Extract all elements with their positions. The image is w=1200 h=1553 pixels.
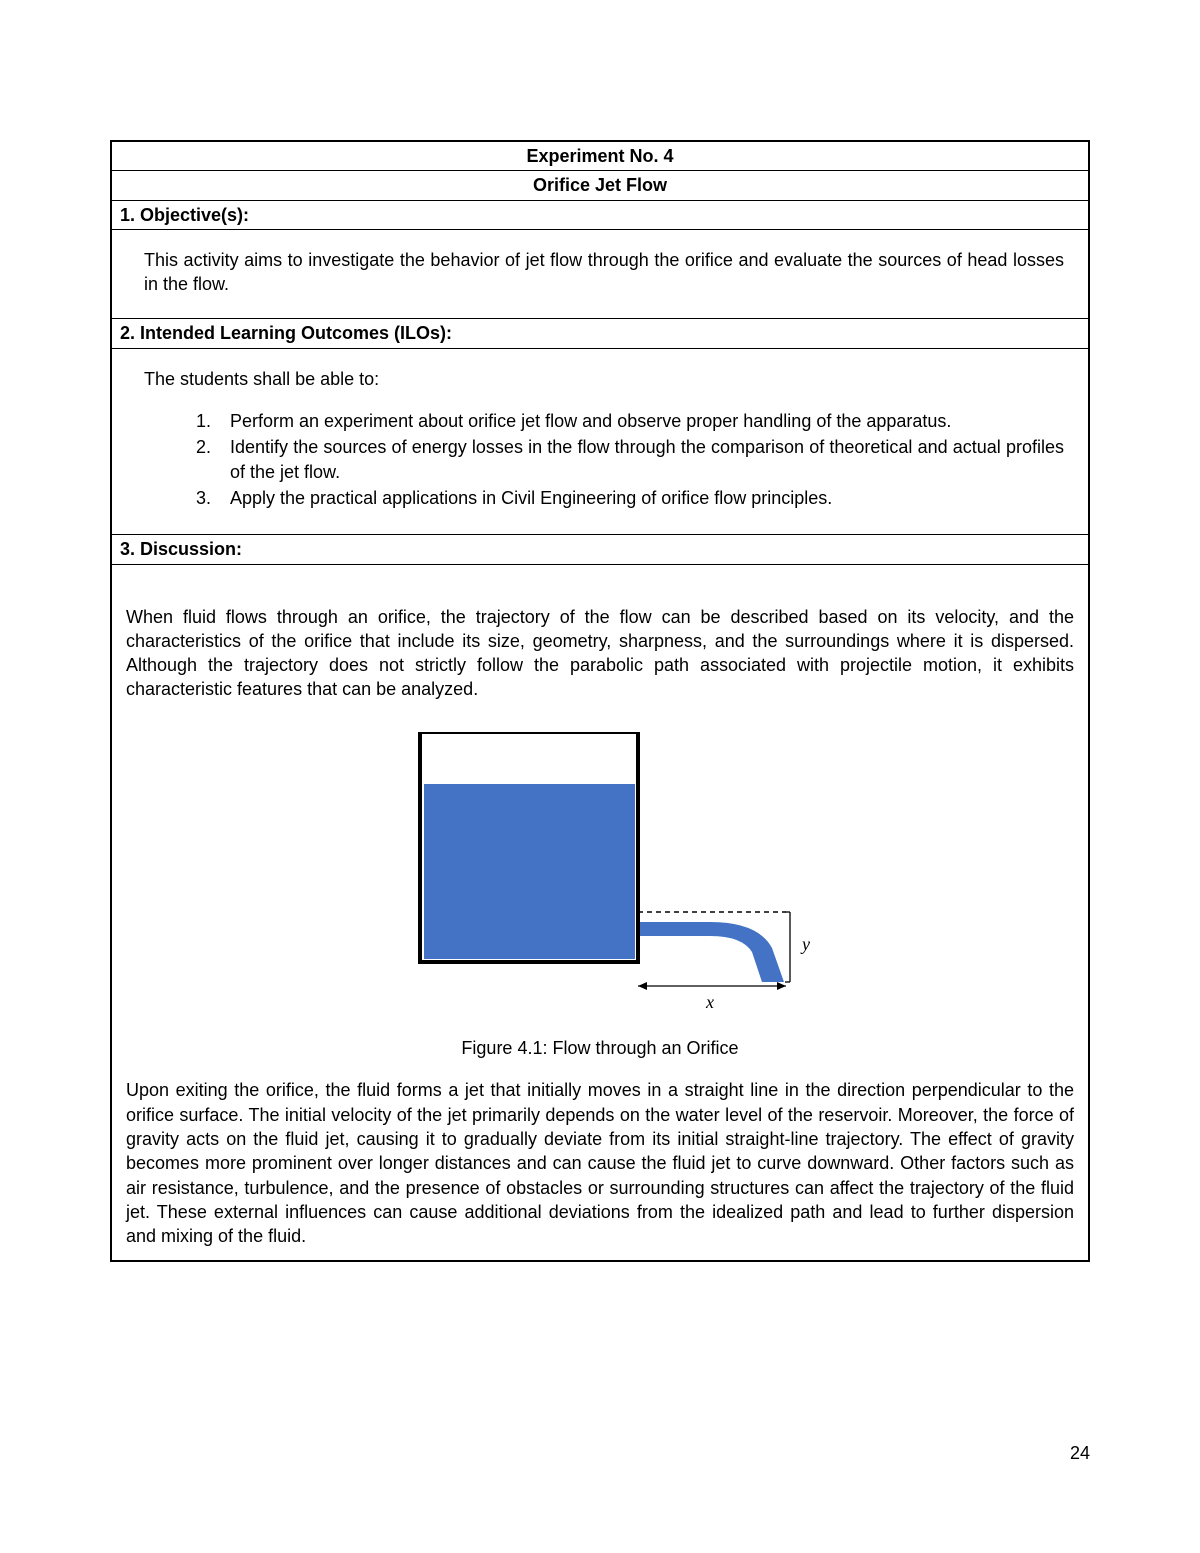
- experiment-number-header: Experiment No. 4: [112, 142, 1088, 171]
- figure-caption: Figure 4.1: Flow through an Orifice: [126, 1036, 1074, 1060]
- ilo-item-3: 3.Apply the practical applications in Ci…: [196, 486, 1064, 510]
- ilo-item-3-text: Apply the practical applications in Civi…: [230, 488, 832, 508]
- figure-4-1: xy: [126, 732, 1074, 1018]
- section-2-heading: 2. Intended Learning Outcomes (ILOs):: [112, 318, 1088, 348]
- page-number: 24: [1070, 1441, 1090, 1465]
- section-3-heading: 3. Discussion:: [112, 534, 1088, 564]
- experiment-title-header: Orifice Jet Flow: [112, 171, 1088, 200]
- ilo-item-2-text: Identify the sources of energy losses in…: [230, 437, 1064, 481]
- orifice-diagram: xy: [380, 732, 820, 1012]
- section-1-heading: 1. Objective(s):: [112, 201, 1088, 230]
- discussion-para-1: When fluid flows through an orifice, the…: [126, 605, 1074, 702]
- section-2-body: The students shall be able to: 1.Perform…: [112, 349, 1088, 534]
- document-frame: Experiment No. 4 Orifice Jet Flow 1. Obj…: [110, 140, 1090, 1262]
- discussion-para-2: Upon exiting the orifice, the fluid form…: [126, 1078, 1074, 1248]
- section-3-body: When fluid flows through an orifice, the…: [112, 565, 1088, 1261]
- section-1-body: This activity aims to investigate the be…: [112, 230, 1088, 319]
- ilo-intro: The students shall be able to:: [136, 367, 1064, 391]
- svg-text:y: y: [800, 934, 810, 954]
- svg-text:x: x: [705, 992, 714, 1012]
- objective-text: This activity aims to investigate the be…: [136, 248, 1064, 297]
- ilo-list: 1.Perform an experiment about orifice je…: [136, 409, 1064, 510]
- ilo-item-2: 2.Identify the sources of energy losses …: [196, 435, 1064, 484]
- ilo-item-1-text: Perform an experiment about orifice jet …: [230, 411, 951, 431]
- ilo-item-1: 1.Perform an experiment about orifice je…: [196, 409, 1064, 433]
